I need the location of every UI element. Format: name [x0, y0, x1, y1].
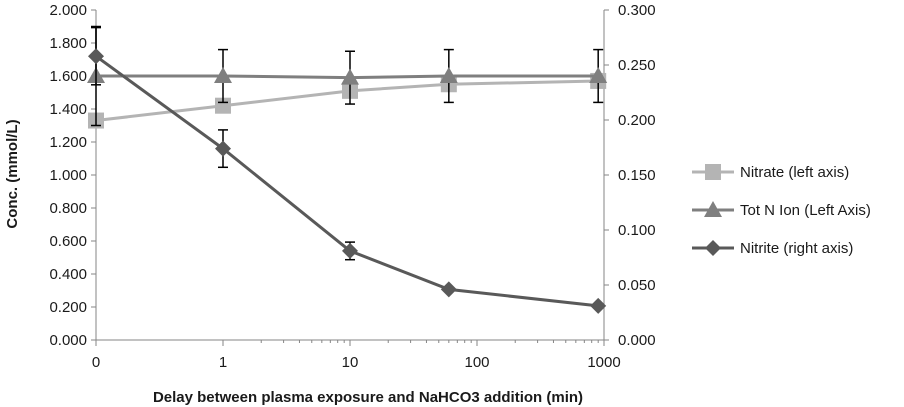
- legend-item: Nitrite (right axis): [692, 240, 853, 257]
- data-point: [342, 242, 358, 259]
- y-right-tick-label: 0.100: [618, 222, 656, 239]
- y-right-tick-label: 0.250: [618, 57, 656, 74]
- y-left-tick-label: 1.600: [49, 68, 87, 85]
- data-point: [215, 140, 231, 157]
- y-right-tick-label: 0.300: [618, 2, 656, 19]
- legend-item: Nitrate (left axis): [692, 164, 849, 181]
- legend-marker: [704, 201, 722, 217]
- x-tick-label: 10: [342, 354, 359, 371]
- y-left-tick-label: 1.400: [49, 101, 87, 118]
- y-left-tick-label: 2.000: [49, 2, 87, 19]
- series-layer: [87, 25, 608, 314]
- data-point: [589, 67, 608, 83]
- legend-item: Tot N Ion (Left Axis): [692, 201, 871, 219]
- y-axis-title: Conc. (mmol/L): [4, 119, 21, 228]
- legend-label: Nitrite (right axis): [740, 240, 853, 257]
- legend: Nitrate (left axis) Tot N Ion (Left Axis)…: [692, 164, 871, 257]
- y-left-tick-label: 0.800: [49, 200, 87, 217]
- x-axis-title: Delay between plasma exposure and NaHCO3…: [153, 389, 583, 406]
- data-point: [341, 68, 359, 85]
- series-1: [87, 25, 608, 127]
- y-left-tick-label: 0.400: [49, 266, 87, 283]
- y-right-tick-label: 0.000: [618, 332, 656, 349]
- y-right-tick-label: 0.150: [618, 167, 656, 184]
- data-point: [590, 297, 607, 314]
- labels: 0.000 0.200 0.400 0.600 0.800 1.000 1.200 1.400…: [49, 2, 655, 371]
- x-tick-label: 1: [219, 354, 227, 371]
- y-left-tick-label: 0.600: [49, 233, 87, 250]
- y-left-tick-label: 1.200: [49, 134, 87, 151]
- legend-label: Nitrate (left axis): [740, 164, 849, 181]
- data-point: [88, 48, 104, 65]
- y-left-tick-label: 1.000: [49, 167, 87, 184]
- x-tick-label: 1000: [587, 354, 620, 371]
- data-point: [214, 67, 232, 83]
- x-tick-label: 100: [464, 354, 489, 371]
- y-left-tick-label: 1.800: [49, 35, 87, 52]
- legend-marker: [705, 240, 721, 256]
- y-left-tick-label: 0.200: [49, 299, 87, 316]
- x-tick-label: 0: [92, 354, 100, 371]
- legend-marker: [705, 164, 721, 180]
- y-left-tick-label: 0.000: [49, 332, 87, 349]
- series-2: [88, 26, 607, 314]
- y-right-tick-label: 0.050: [618, 277, 656, 294]
- data-point: [439, 67, 458, 83]
- legend-label: Tot N Ion (Left Axis): [740, 202, 871, 219]
- y-right-tick-label: 0.200: [618, 112, 656, 129]
- data-point: [440, 281, 457, 298]
